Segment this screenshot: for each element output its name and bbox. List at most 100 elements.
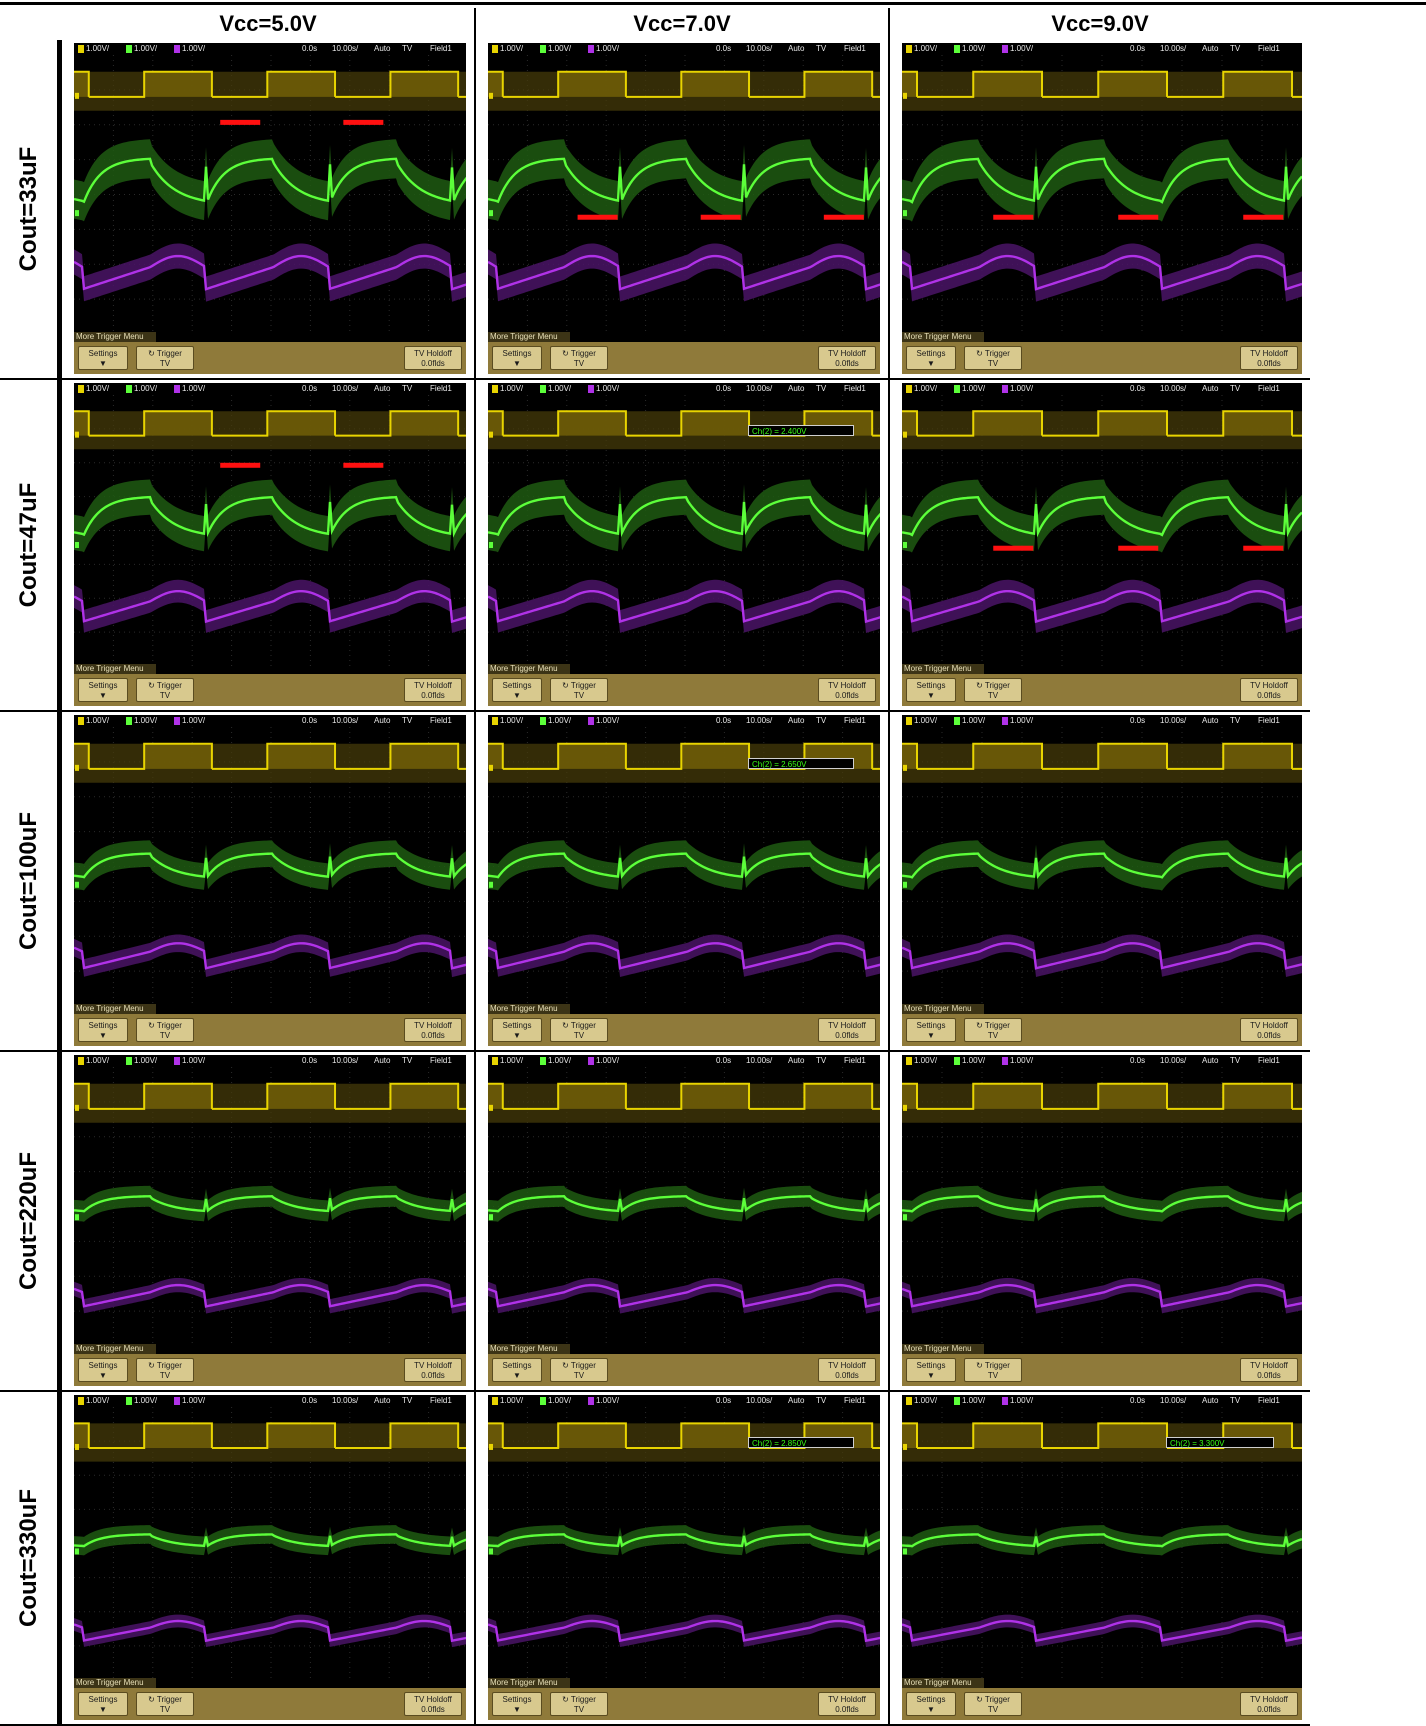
ch2-color-icon <box>126 1056 132 1065</box>
arrow-down-icon: ▼ <box>99 1705 107 1714</box>
tv-holdoff-softkey[interactable]: TV Holdoff 0.0flds <box>404 1358 462 1382</box>
trigger-softkey[interactable]: ↻ Trigger TV <box>550 1692 608 1716</box>
settings-softkey[interactable]: Settings ▼ <box>906 678 956 702</box>
settings-softkey[interactable]: Settings ▼ <box>78 1358 128 1382</box>
tv-holdoff-softkey[interactable]: TV Holdoff 0.0flds <box>404 1018 462 1042</box>
settings-softkey[interactable]: Settings ▼ <box>492 1692 542 1716</box>
ch1-ground-marker <box>489 1104 493 1111</box>
trigger-softkey[interactable]: ↻ Trigger TV <box>550 1018 608 1042</box>
field-readout: Field1 <box>430 716 452 725</box>
trigger-label: ↻ Trigger <box>148 1021 182 1030</box>
field-readout: Field1 <box>1258 1396 1280 1405</box>
settings-label: Settings <box>502 1021 532 1030</box>
ch2-ground-marker <box>489 541 493 548</box>
trigger-softkey[interactable]: ↻ Trigger TV <box>136 1018 194 1042</box>
scope-cell: 1.00V/1.00V/1.00V/0.0s 10.00s/Auto TV Field… <box>890 1052 1310 1392</box>
trigger-softkey[interactable]: ↻ Trigger TV <box>136 1358 194 1382</box>
trigger-source: TV <box>1230 1056 1241 1065</box>
settings-softkey[interactable]: Settings ▼ <box>78 346 128 370</box>
ch3-color-icon <box>588 1056 594 1065</box>
ch3-scale: 1.00V/ <box>174 43 205 55</box>
row-header-cout-47uf: Cout=47uF <box>0 380 62 712</box>
yellow-trace <box>74 1422 466 1462</box>
ch1-scale-text: 1.00V/ <box>914 384 938 393</box>
timebase-readout: 10.00s/ <box>1160 44 1187 53</box>
settings-softkey[interactable]: Settings ▼ <box>78 678 128 702</box>
ch1-ground-marker <box>903 764 907 771</box>
tv-holdoff-softkey[interactable]: TV Holdoff 0.0flds <box>1240 1018 1298 1042</box>
tv-holdoff-softkey[interactable]: TV Holdoff 0.0flds <box>404 1692 462 1716</box>
trigger-softkey[interactable]: ↻ Trigger TV <box>964 1018 1022 1042</box>
ch3-scale-text: 1.00V/ <box>1010 716 1034 725</box>
tv-holdoff-softkey[interactable]: TV Holdoff 0.0flds <box>818 1018 876 1042</box>
settings-softkey[interactable]: Settings ▼ <box>906 1018 956 1042</box>
green-trace <box>74 1525 466 1556</box>
ch2-color-icon <box>954 716 960 725</box>
trigger-softkey[interactable]: ↻ Trigger TV <box>550 678 608 702</box>
trigger-label: ↻ Trigger <box>148 1361 182 1370</box>
settings-softkey[interactable]: Settings ▼ <box>492 346 542 370</box>
trigger-softkey[interactable]: ↻ Trigger TV <box>550 346 608 370</box>
purple-trace <box>902 243 1302 302</box>
tv-holdoff-label: TV Holdoff <box>414 681 452 690</box>
green-trace <box>902 479 1302 553</box>
yellow-trace <box>488 1422 880 1462</box>
ch2-scale-text: 1.00V/ <box>962 716 986 725</box>
trigger-softkey[interactable]: ↻ Trigger TV <box>550 1358 608 1382</box>
settings-softkey[interactable]: Settings ▼ <box>492 1358 542 1382</box>
trigger-softkey[interactable]: ↻ Trigger TV <box>964 346 1022 370</box>
trigger-softkey[interactable]: ↻ Trigger TV <box>136 346 194 370</box>
trigger-text: Trigger <box>984 349 1010 358</box>
settings-label: Settings <box>916 349 946 358</box>
arrow-down-icon: ▼ <box>99 1371 107 1380</box>
trigger-label: ↻ Trigger <box>562 349 596 358</box>
waveform-display <box>488 727 880 1006</box>
trigger-softkey[interactable]: ↻ Trigger TV <box>964 1692 1022 1716</box>
oscilloscope-screen: 1.00V/1.00V/1.00V/0.0s 10.00s/Auto TV Field… <box>488 1395 880 1720</box>
settings-softkey[interactable]: Settings ▼ <box>906 1692 956 1716</box>
ch3-scale-text: 1.00V/ <box>596 384 620 393</box>
tv-holdoff-value: 0.0flds <box>835 1371 859 1380</box>
ch3-scale-text: 1.00V/ <box>596 716 620 725</box>
trigger-softkey[interactable]: ↻ Trigger TV <box>136 1692 194 1716</box>
tv-holdoff-softkey[interactable]: TV Holdoff 0.0flds <box>404 346 462 370</box>
trigger-text: Trigger <box>570 1695 596 1704</box>
trigger-label: ↻ Trigger <box>976 1021 1010 1030</box>
tv-holdoff-label: TV Holdoff <box>414 1361 452 1370</box>
tv-holdoff-softkey[interactable]: TV Holdoff 0.0flds <box>818 1692 876 1716</box>
ch2-scale-text: 1.00V/ <box>548 384 572 393</box>
tv-holdoff-softkey[interactable]: TV Holdoff 0.0flds <box>818 346 876 370</box>
top-rule <box>0 0 1426 5</box>
trigger-softkey[interactable]: ↻ Trigger TV <box>964 678 1022 702</box>
tv-holdoff-softkey[interactable]: TV Holdoff 0.0flds <box>818 678 876 702</box>
yellow-trace <box>74 410 466 450</box>
tv-holdoff-softkey[interactable]: TV Holdoff 0.0flds <box>1240 1692 1298 1716</box>
trigger-softkey[interactable]: ↻ Trigger TV <box>964 1358 1022 1382</box>
ch3-color-icon <box>588 384 594 393</box>
trigger-sub-label: TV <box>987 691 999 700</box>
ch1-scale-text: 1.00V/ <box>500 44 524 53</box>
settings-softkey[interactable]: Settings ▼ <box>78 1018 128 1042</box>
trigger-softkey[interactable]: ↻ Trigger TV <box>136 678 194 702</box>
ch3-color-icon <box>588 44 594 53</box>
timebase-readout: 10.00s/ <box>746 716 773 725</box>
ch1-scale-text: 1.00V/ <box>86 716 110 725</box>
settings-softkey[interactable]: Settings ▼ <box>906 346 956 370</box>
tv-holdoff-label: TV Holdoff <box>828 1361 866 1370</box>
tv-holdoff-softkey[interactable]: TV Holdoff 0.0flds <box>1240 1358 1298 1382</box>
settings-softkey[interactable]: Settings ▼ <box>906 1358 956 1382</box>
settings-softkey[interactable]: Settings ▼ <box>492 678 542 702</box>
ch3-scale: 1.00V/ <box>1002 1395 1033 1407</box>
tv-holdoff-softkey[interactable]: TV Holdoff 0.0flds <box>1240 346 1298 370</box>
rotate-knob-icon: ↻ <box>562 681 571 690</box>
settings-softkey[interactable]: Settings ▼ <box>78 1692 128 1716</box>
more-trigger-menu-label: More Trigger Menu <box>902 1004 984 1014</box>
ch1-color-icon <box>906 716 912 725</box>
tv-holdoff-softkey[interactable]: TV Holdoff 0.0flds <box>1240 678 1298 702</box>
ch1-scale: 1.00V/ <box>78 1395 109 1407</box>
tv-holdoff-softkey[interactable]: TV Holdoff 0.0flds <box>404 678 462 702</box>
more-trigger-menu-label: More Trigger Menu <box>902 1344 984 1354</box>
tv-holdoff-softkey[interactable]: TV Holdoff 0.0flds <box>818 1358 876 1382</box>
ch2-measurement-readout: Ch(2) = 2.650V <box>748 758 854 769</box>
settings-softkey[interactable]: Settings ▼ <box>492 1018 542 1042</box>
